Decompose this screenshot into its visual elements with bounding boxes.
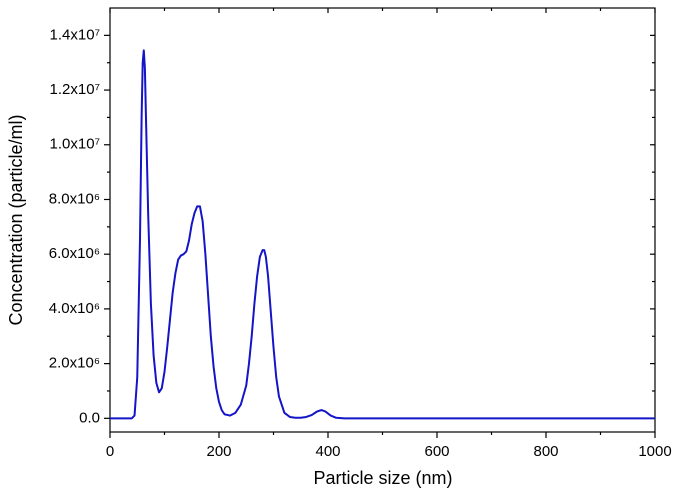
x-tick-label: 0 (106, 443, 114, 460)
x-axis-label: Particle size (nm) (313, 468, 452, 488)
x-tick-label: 200 (206, 443, 231, 460)
y-tick-label: 6.0x10⁶ (49, 245, 100, 262)
y-tick-label: 1.0x10⁷ (50, 136, 100, 153)
y-tick-label: 1.4x10⁷ (50, 26, 100, 43)
x-tick-label: 1000 (638, 443, 671, 460)
y-tick-label: 1.2x10⁷ (50, 81, 100, 98)
y-axis-label: Concentration (particle/ml) (6, 114, 26, 325)
x-tick-label: 800 (533, 443, 558, 460)
y-tick-label: 0.0 (79, 409, 100, 426)
y-tick-label: 8.0x10⁶ (49, 190, 100, 207)
x-tick-label: 400 (315, 443, 340, 460)
y-tick-label: 4.0x10⁶ (49, 300, 100, 317)
y-tick-label: 2.0x10⁶ (49, 355, 100, 372)
x-tick-label: 600 (424, 443, 449, 460)
data-line (110, 49, 655, 420)
